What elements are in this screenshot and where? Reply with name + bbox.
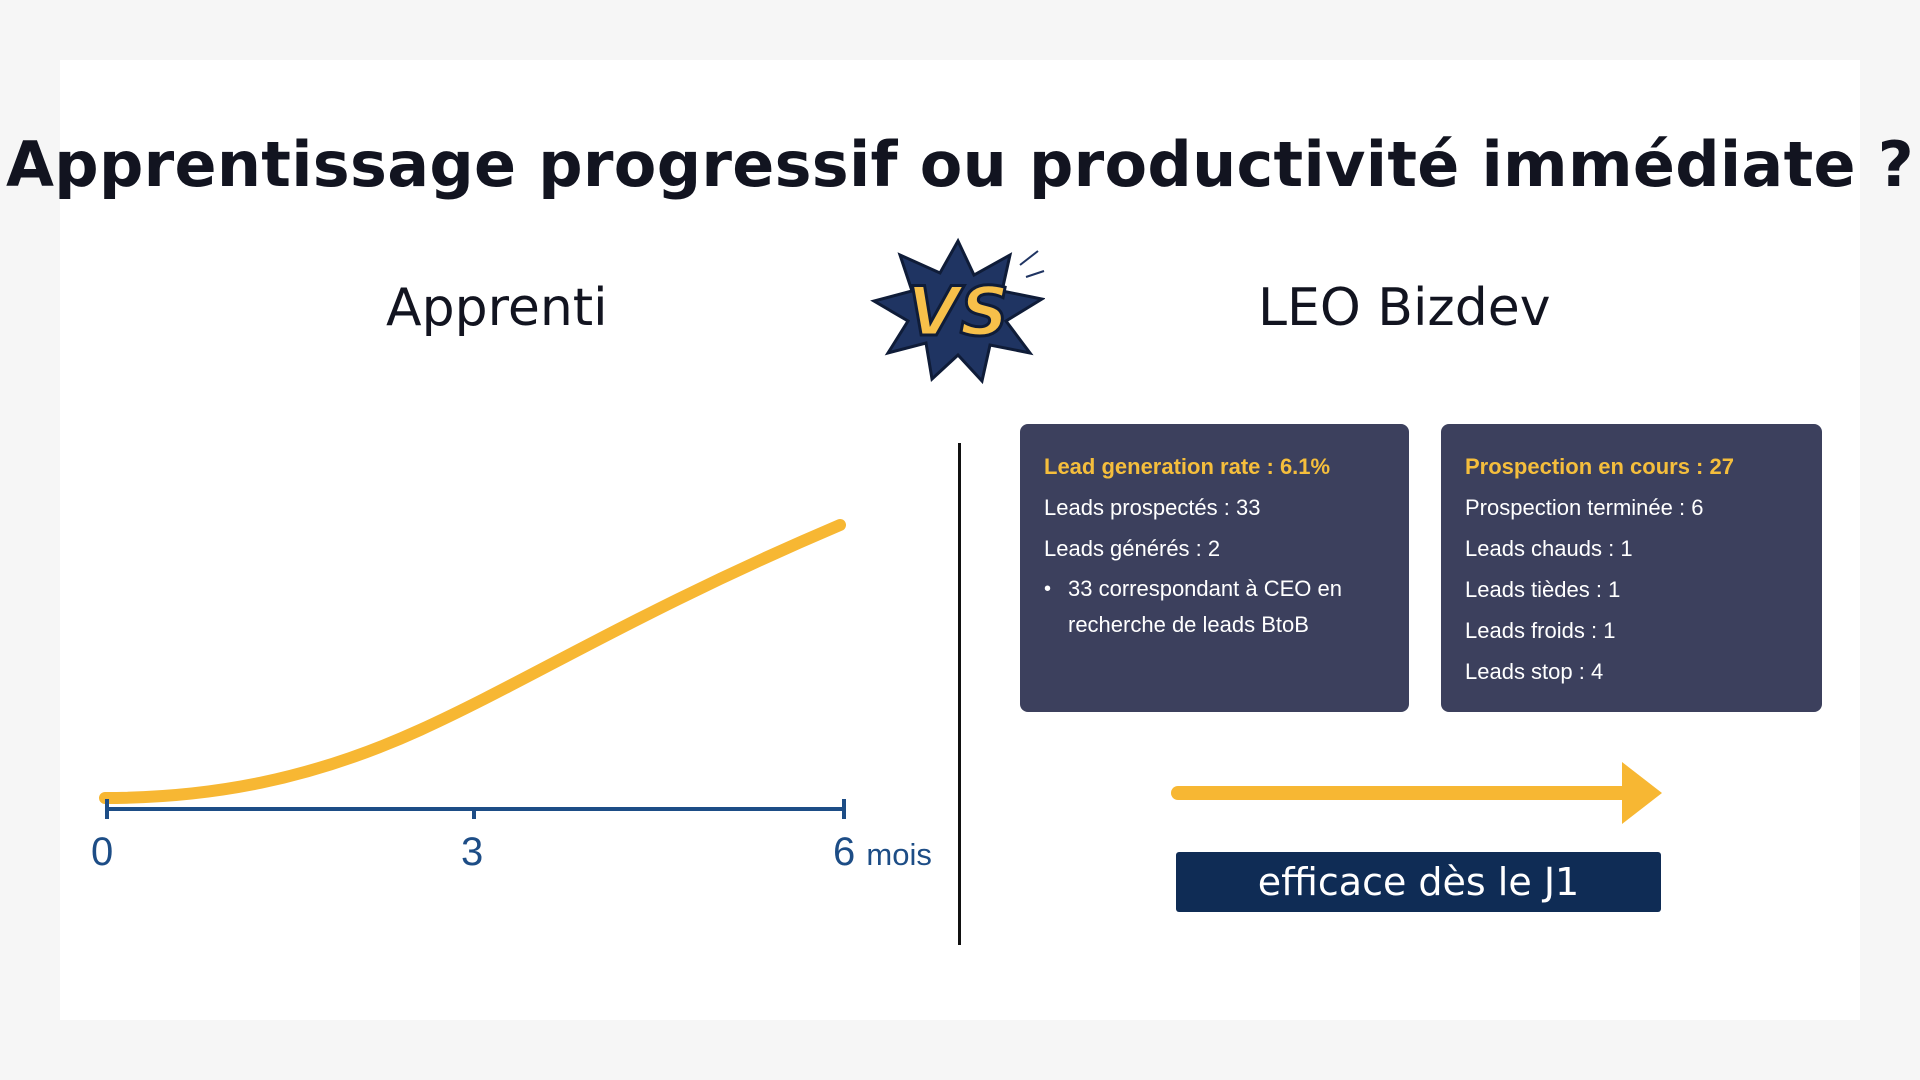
axis-unit-label: mois <box>866 837 932 872</box>
leads-stop: Leads stop : 4 <box>1465 659 1604 684</box>
tick-label-6: 6 mois <box>833 830 932 875</box>
bullet-dot-icon: • <box>1044 578 1052 600</box>
vs-burst-icon: VS <box>870 237 1047 385</box>
tick-label-3: 3 <box>461 830 484 874</box>
leads-warm: Leads tièdes : 1 <box>1465 577 1621 602</box>
vs-badge: VS <box>870 235 1047 385</box>
leads-cold: Leads froids : 1 <box>1465 618 1616 643</box>
apprenti-heading: Apprenti <box>386 278 608 338</box>
leads-prospected: Leads prospectés : 33 <box>1044 495 1261 520</box>
bullet-text: 33 correspondant à CEO en recherche de l… <box>1068 576 1342 637</box>
learning-curve-line <box>99 519 846 804</box>
lead-generation-rate: Lead generation rate : 6.1% <box>1044 454 1331 479</box>
tick-label-6-value: 6 <box>833 830 856 874</box>
tick-label-0: 0 <box>91 830 114 874</box>
prospection-stats-card: Prospection en cours : 27 Prospection te… <box>1441 424 1822 712</box>
learning-curve-chart <box>99 519 846 819</box>
prospection-done: Prospection terminée : 6 <box>1465 495 1704 520</box>
lead-stats-card: Lead generation rate : 6.1% Leads prospe… <box>1020 424 1409 712</box>
efficiency-banner: efficace dès le J1 <box>1176 852 1661 912</box>
vertical-divider <box>958 443 961 945</box>
prospection-in-progress: Prospection en cours : 27 <box>1465 454 1734 479</box>
leads-generated: Leads générés : 2 <box>1044 536 1221 561</box>
bullet-item: • 33 correspondant à CEO en recherche de… <box>1044 571 1385 643</box>
vs-text: VS <box>907 273 1009 352</box>
page-title: Apprentissage progressif ou productivité… <box>5 128 1915 201</box>
progress-arrow-icon <box>1171 762 1662 824</box>
leo-bizdev-heading: LEO Bizdev <box>1258 278 1551 338</box>
leads-hot: Leads chauds : 1 <box>1465 536 1633 561</box>
